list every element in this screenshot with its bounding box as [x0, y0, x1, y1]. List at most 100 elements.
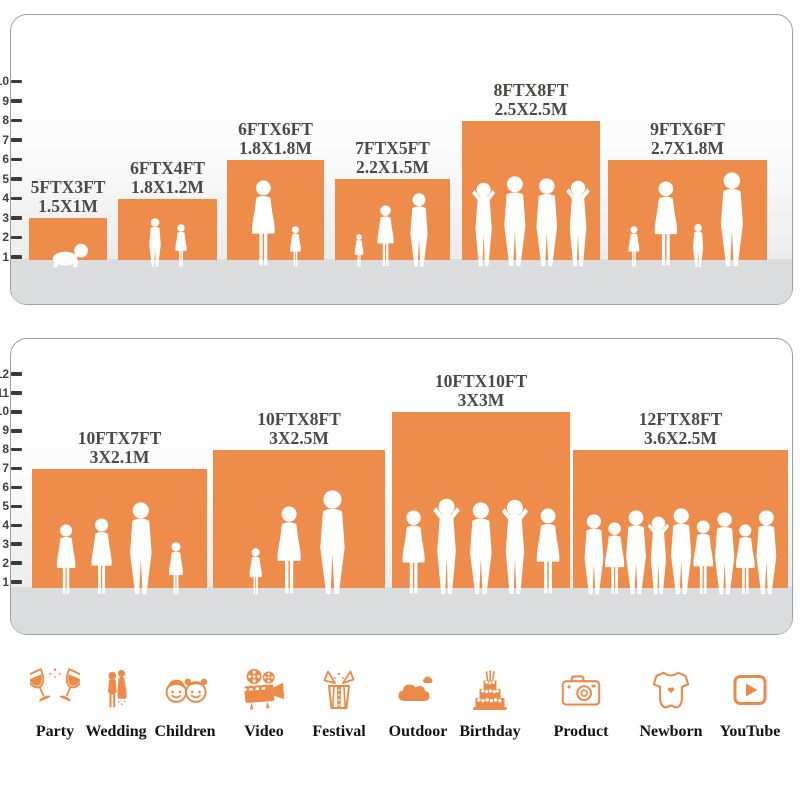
backdrop-bar [608, 159, 767, 268]
ruler-tick-label: 10 [0, 404, 9, 419]
floor-strip [11, 259, 792, 304]
product-icon [535, 658, 627, 716]
backdrop-size-m: 1.8X1.2M [131, 176, 204, 197]
ruler-tick-label: 3 [2, 536, 9, 551]
people-silhouette [149, 218, 187, 267]
ruler-tick-label: 6 [2, 152, 9, 166]
ruler-tick-label: 6 [2, 480, 9, 494]
category-item-newborn: Newborn [625, 658, 717, 741]
ruler-tick-label: 5 [2, 171, 9, 186]
backdrop-bar [462, 120, 600, 267]
wedding-icon [70, 658, 162, 716]
backdrop-size-ft: 10FTX10FT [434, 370, 528, 391]
ruler-tick [11, 580, 22, 584]
ruler-tick [11, 99, 22, 103]
category-label: Video [244, 723, 284, 740]
ruler-tick-label: 7 [2, 461, 9, 476]
backdrop-size-label: 10FTX8FT 3X2.5M [199, 405, 399, 448]
ruler-tick [11, 429, 22, 433]
children-icon [139, 658, 231, 716]
ruler-tick-label: 9 [2, 423, 9, 438]
category-label: Children [154, 723, 216, 740]
people-silhouette [402, 498, 560, 595]
category-label: Newborn [639, 723, 703, 740]
backdrop-bar [118, 198, 217, 267]
category-item-children: Children [139, 658, 231, 741]
backdrop-size-ft: 5FTX3FT [30, 177, 106, 197]
ruler-tick-label: 9 [2, 93, 9, 108]
ruler-tick [11, 79, 22, 84]
category-item-outdoor: Outdoor [372, 658, 464, 741]
category-label: Wedding [85, 723, 147, 740]
ruler-tick [11, 504, 22, 509]
ruler-tick-label: 7 [2, 132, 9, 147]
backdrop-bar [29, 218, 107, 268]
backdrop-bar [335, 179, 450, 267]
people-silhouette [472, 176, 590, 267]
backdrop-bar [227, 159, 324, 267]
backdrop-bar [392, 411, 570, 595]
category-label: Festival [312, 723, 366, 740]
party-icon [9, 658, 101, 716]
ruler-tick-label: 4 [2, 191, 9, 205]
ruler-tick [11, 235, 22, 240]
category-label: Party [35, 723, 75, 740]
ruler-tick-label: 10 [0, 74, 9, 88]
ruler-tick-label: 11 [0, 385, 9, 400]
backdrop-size-ft: 7FTX5FT [355, 138, 430, 158]
category-label: YouTube [719, 723, 781, 740]
ruler-tick [11, 466, 22, 471]
ruler-tick [11, 157, 22, 162]
backdrop-size-m: 3.6X2.5M [644, 427, 717, 448]
youtube-icon [704, 658, 796, 716]
backdrop-size-ft: 8FTX8FT [493, 79, 569, 100]
people-silhouette [249, 490, 345, 595]
ruler-tick [11, 561, 22, 565]
ruler-tick [11, 542, 22, 546]
ruler-tick-label: 2 [2, 555, 9, 570]
ruler-tick-label: 12 [0, 366, 9, 381]
backdrop-bar [32, 468, 207, 595]
ruler-tick [11, 255, 22, 259]
ruler-tick-label: 1 [2, 574, 9, 589]
backdrop-size-m: 3X2.5M [269, 427, 329, 448]
category-label: Outdoor [388, 723, 448, 740]
ruler-tick-label: 3 [2, 210, 9, 225]
ruler-tick-label: 4 [2, 517, 9, 532]
backdrop-size-ft: 9FTX6FT [650, 118, 725, 139]
ruler-tick-label: 5 [2, 498, 9, 513]
backdrop-size-label: 6FTX6FT 1.8X1.8M [176, 115, 376, 158]
backdrop-size-label: 5FTX3FT 1.5X1M [0, 173, 168, 216]
backdrop-size-m: 3X2.1M [89, 446, 150, 467]
ruler-tick [11, 138, 22, 142]
category-item-birthday: Birthday [444, 658, 536, 741]
category-item-festival: Festival [293, 658, 385, 741]
ruler-tick [11, 523, 22, 528]
backdrop-size-ft: 6FTX6FT [238, 118, 313, 139]
category-label: Product [553, 723, 609, 740]
ruler-tick [11, 196, 22, 201]
backdrop-size-m: 1.8X1.8M [239, 137, 312, 158]
people-silhouette [584, 508, 777, 595]
category-item-wedding: Wedding [70, 658, 162, 741]
category-item-video: Video [218, 658, 310, 741]
people-silhouette [52, 243, 88, 268]
ruler-tick [11, 410, 22, 414]
backdrop-size-m: 2.5X2.5M [494, 98, 568, 119]
outdoor-icon [372, 658, 464, 716]
category-label: Birthday [459, 723, 521, 740]
ruler-tick-label: 1 [2, 249, 9, 264]
backdrop-size-m: 2.2X1.5M [356, 157, 429, 177]
ruler-tick [11, 216, 22, 220]
backdrop-size-m: 3X3M [457, 389, 505, 410]
backdrop-size-label: 9FTX6FT 2.7X1.8M [588, 115, 788, 158]
ruler-tick [11, 485, 22, 490]
birthday-icon [444, 658, 536, 716]
category-item-youtube: YouTube [704, 658, 796, 741]
backdrop-size-m: 1.5X1M [38, 196, 98, 216]
ruler-tick [11, 372, 22, 376]
ruler-tick [11, 118, 22, 123]
floor-strip [11, 587, 792, 634]
people-silhouette [56, 502, 183, 595]
